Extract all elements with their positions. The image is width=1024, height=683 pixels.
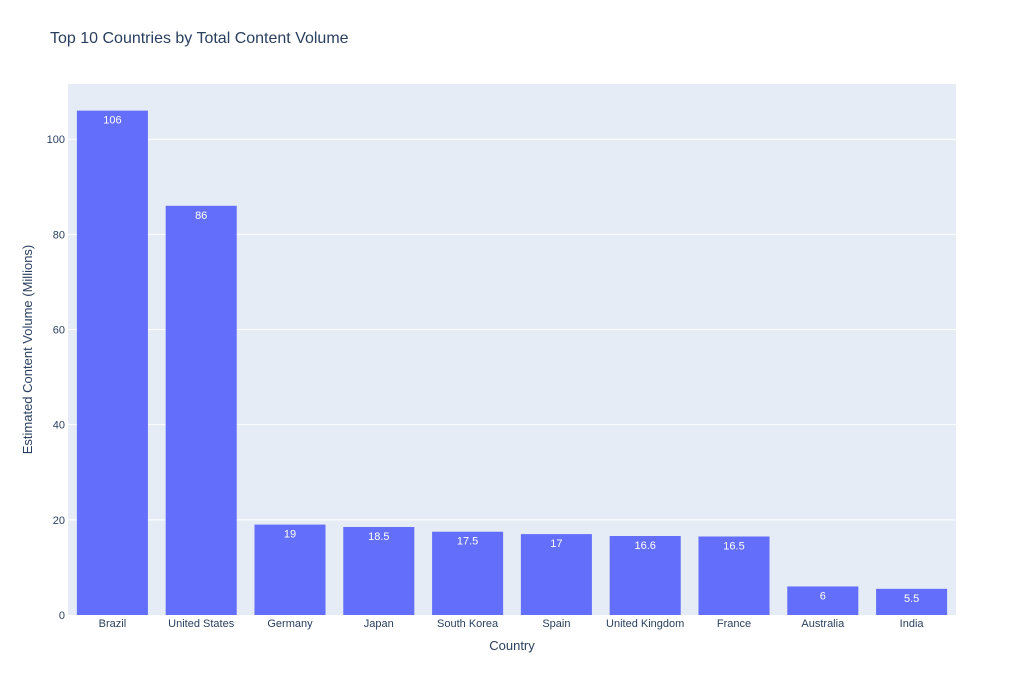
bar-value-label: 16.5 bbox=[723, 540, 744, 552]
y-tick-label: 40 bbox=[53, 420, 65, 432]
bar-value-label: 18.5 bbox=[368, 531, 389, 543]
chart-title: Top 10 Countries by Total Content Volume bbox=[50, 30, 349, 47]
x-tick-label: Australia bbox=[801, 618, 845, 630]
y-axis-ticks: 0 20 40 60 80 100 bbox=[47, 134, 65, 622]
bar-value-label: 6 bbox=[820, 590, 826, 602]
bar-brazil[interactable] bbox=[76, 110, 148, 615]
bar-value-label: 86 bbox=[195, 210, 207, 222]
y-tick-label: 20 bbox=[53, 515, 65, 527]
bar-spain[interactable] bbox=[520, 534, 592, 615]
bar-value-label: 19 bbox=[284, 529, 296, 541]
bar-south-korea[interactable] bbox=[432, 531, 504, 615]
y-tick-label: 60 bbox=[53, 325, 65, 337]
bar-value-label: 17.5 bbox=[457, 536, 478, 548]
bar-value-label: 17 bbox=[550, 538, 562, 550]
x-axis-ticks: Brazil United States Germany Japan South Kor… bbox=[99, 618, 925, 630]
x-tick-label: Brazil bbox=[99, 618, 127, 630]
bar-value-label: 106 bbox=[103, 115, 121, 127]
bar-germany[interactable] bbox=[254, 524, 326, 615]
bar-australia[interactable] bbox=[787, 586, 859, 615]
y-tick-label: 100 bbox=[47, 134, 65, 146]
x-tick-label: India bbox=[900, 618, 925, 630]
y-tick-label: 0 bbox=[59, 610, 65, 622]
x-tick-label: United Kingdom bbox=[606, 618, 684, 630]
y-tick-label: 80 bbox=[53, 229, 65, 241]
x-tick-label: Japan bbox=[364, 618, 394, 630]
x-tick-label: South Korea bbox=[437, 618, 499, 630]
y-axis-title: Estimated Content Volume (Millions) bbox=[20, 245, 35, 455]
bar-value-labels: 106 86 19 18.5 17.5 17 16.6 16.5 6 5.5 bbox=[103, 115, 919, 605]
x-tick-label: Germany bbox=[267, 618, 313, 630]
bar-france[interactable] bbox=[698, 536, 770, 615]
bars bbox=[76, 110, 948, 615]
bar-value-label: 5.5 bbox=[904, 593, 919, 605]
x-tick-label: France bbox=[717, 618, 751, 630]
bar-united-states[interactable] bbox=[165, 205, 237, 615]
x-tick-label: United States bbox=[168, 618, 235, 630]
bar-japan[interactable] bbox=[343, 526, 415, 615]
x-axis-title: Country bbox=[489, 638, 535, 653]
x-tick-label: Spain bbox=[542, 618, 570, 630]
bar-india[interactable] bbox=[876, 588, 948, 615]
bar-value-label: 16.6 bbox=[634, 540, 655, 552]
bar-united-kingdom[interactable] bbox=[609, 536, 681, 615]
